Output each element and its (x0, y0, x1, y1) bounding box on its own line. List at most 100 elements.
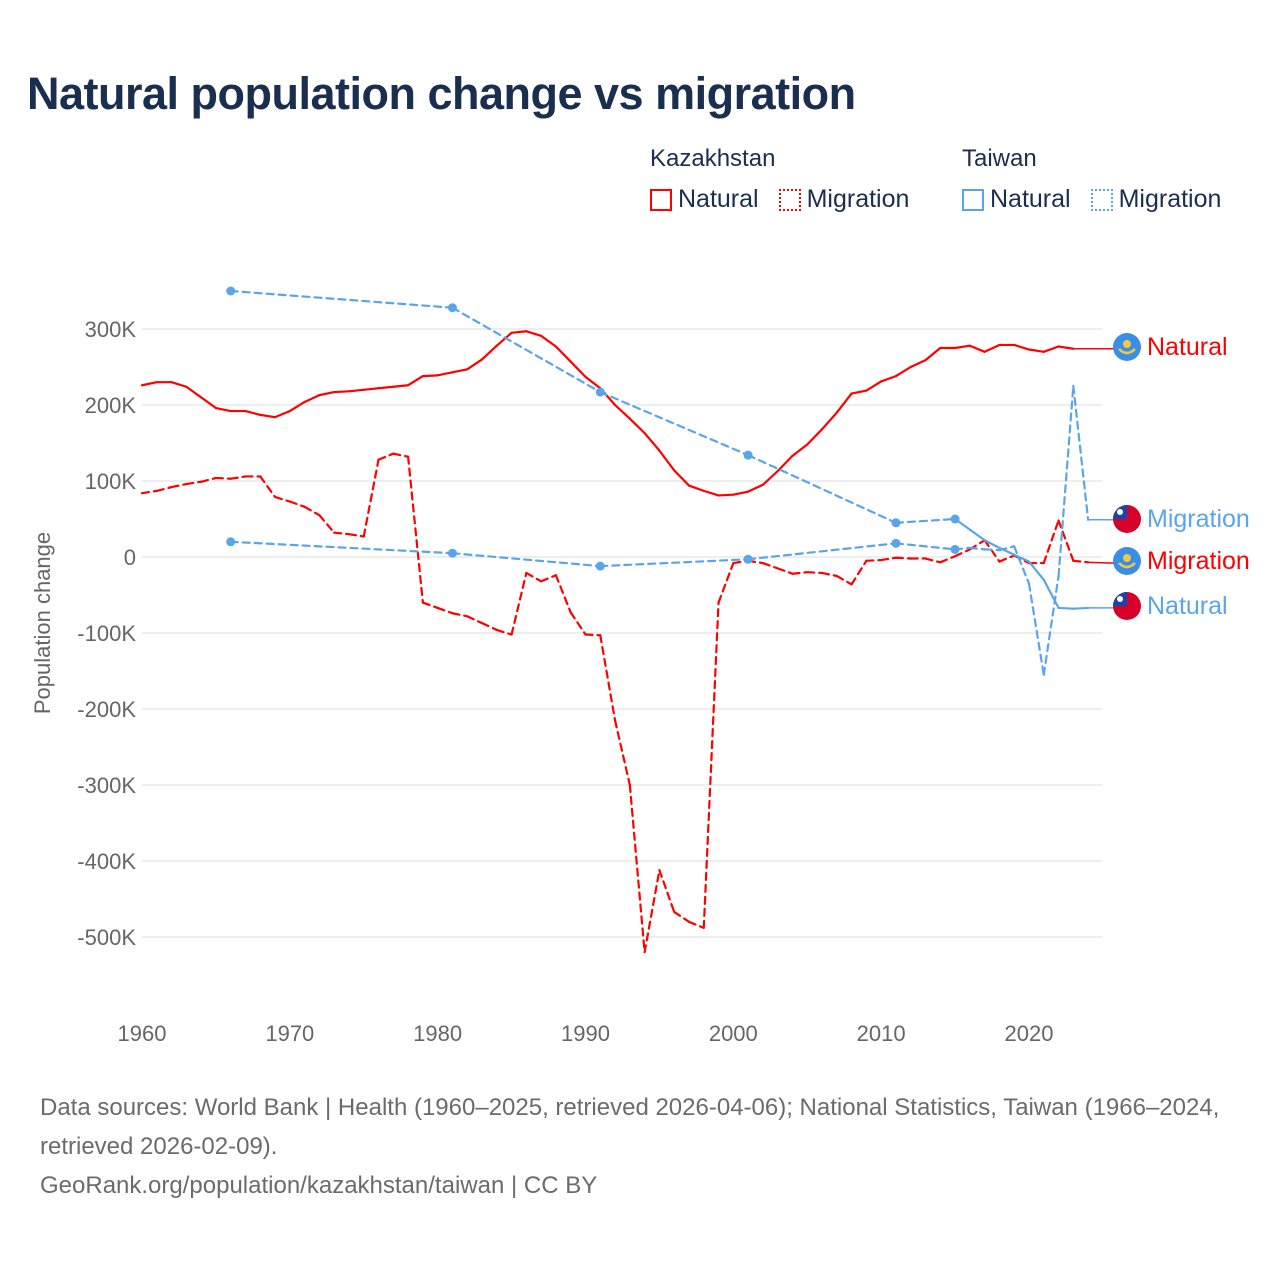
legend-label: Natural (990, 185, 1071, 213)
series-kazakhstan-natural (140, 330, 1116, 497)
line-segment (303, 394, 321, 404)
chart-title: Natural population change vs migration (27, 68, 856, 119)
line-segment (495, 331, 513, 347)
data-sources: Data sources: World Bank | Health (1960–… (40, 1094, 1220, 1160)
line-segment (806, 571, 824, 575)
end-label: Natural (1113, 592, 1228, 620)
line-segment (894, 365, 912, 378)
line-segment (303, 505, 321, 517)
line-segment (273, 495, 291, 503)
line-segment (347, 388, 365, 393)
y-tick-label: -400K (77, 849, 136, 874)
legend-item-taiwan-migration[interactable]: Migration (1090, 185, 1222, 214)
line-segment (924, 557, 942, 564)
line-segment (377, 385, 395, 390)
line-segment (392, 384, 410, 388)
data-point (595, 561, 605, 571)
legend-label: Natural (678, 185, 759, 213)
line-segment (406, 455, 424, 604)
line-segment (791, 571, 809, 575)
line-segment (1027, 582, 1045, 676)
kazakhstan-flag-icon (1113, 547, 1141, 575)
line-segment (495, 628, 513, 636)
line-segment (983, 343, 1001, 353)
line-segment (466, 615, 484, 625)
legend-taiwan: Taiwan Natural Migration (962, 145, 1221, 214)
line-segment (717, 561, 735, 604)
flag-sun (1117, 509, 1123, 515)
legend-country: Kazakhstan (650, 145, 776, 172)
series-taiwan-natural (226, 286, 1116, 610)
line-segment (761, 470, 779, 486)
line-segment (673, 469, 691, 487)
series-taiwan-migration (226, 384, 1116, 676)
line-segment (170, 482, 188, 489)
y-tick-label: 100K (85, 469, 137, 494)
line-segment (318, 514, 336, 534)
line-segment (628, 417, 646, 435)
line-segment (347, 533, 365, 538)
line-segment (333, 390, 351, 394)
line-segment (880, 556, 898, 562)
line-segment (983, 548, 1001, 552)
flag-body (1113, 505, 1141, 533)
line-segment (392, 452, 410, 458)
line-segment (1027, 348, 1045, 353)
flag-body (1113, 592, 1141, 620)
y-tick-label: 300K (85, 317, 137, 342)
data-point (950, 544, 960, 554)
line-segment (584, 375, 602, 390)
y-tick-label: 0 (124, 545, 136, 570)
line-segment (185, 385, 203, 399)
line-segment (1072, 384, 1090, 521)
legend-item-kazakhstan-natural[interactable]: Natural (650, 185, 759, 214)
line-segment (1072, 606, 1090, 610)
line-segment (436, 606, 454, 615)
legend-item-taiwan-natural[interactable]: Natural (962, 185, 1071, 214)
legend-item-kazakhstan-migration[interactable]: Migration (778, 185, 910, 214)
line-segment (451, 368, 469, 374)
line-segment (983, 539, 1001, 563)
line-segment (747, 483, 764, 493)
line-segment (584, 633, 602, 637)
line-segment (776, 454, 794, 473)
solid-swatch-icon (650, 188, 672, 211)
line-segment (850, 559, 868, 586)
line-segment (1042, 519, 1060, 565)
line-segment (939, 555, 957, 564)
data-point (595, 387, 605, 397)
line-segment (510, 571, 528, 636)
credit-link[interactable]: GeoRank.org/population/kazakhstan/taiwan… (40, 1172, 598, 1199)
footer: Data sources: World Bank | Health (1960–… (40, 1088, 1250, 1205)
line-segment (318, 390, 336, 397)
line-segment (569, 360, 587, 378)
line-segment (451, 552, 602, 568)
line-segment (155, 485, 173, 492)
line-segment (333, 531, 351, 536)
line-segment (510, 330, 528, 334)
line-segment (791, 443, 809, 458)
data-point (743, 450, 753, 460)
line-segment (140, 489, 158, 495)
line-segment (554, 345, 572, 363)
line-segment (687, 920, 705, 929)
dotted-swatch-icon (1090, 188, 1113, 211)
line-segment (599, 390, 750, 457)
line-segment (480, 622, 498, 632)
line-segment (968, 528, 986, 542)
eagle (1118, 562, 1136, 569)
line-segment (1057, 519, 1075, 562)
legend-label: Migration (1118, 185, 1222, 213)
line-segment (185, 480, 203, 486)
data-point (891, 538, 901, 548)
line-segment (894, 517, 957, 524)
end-label-text: Migration (1147, 547, 1250, 575)
line-segment (702, 489, 720, 497)
line-segment (865, 380, 883, 392)
x-tick-label: 2020 (1005, 1021, 1054, 1046)
line-segment (554, 574, 572, 614)
line-segment (451, 306, 602, 394)
line-segment (820, 411, 838, 431)
line-segment (540, 574, 558, 583)
legend-label: Migration (806, 185, 910, 213)
